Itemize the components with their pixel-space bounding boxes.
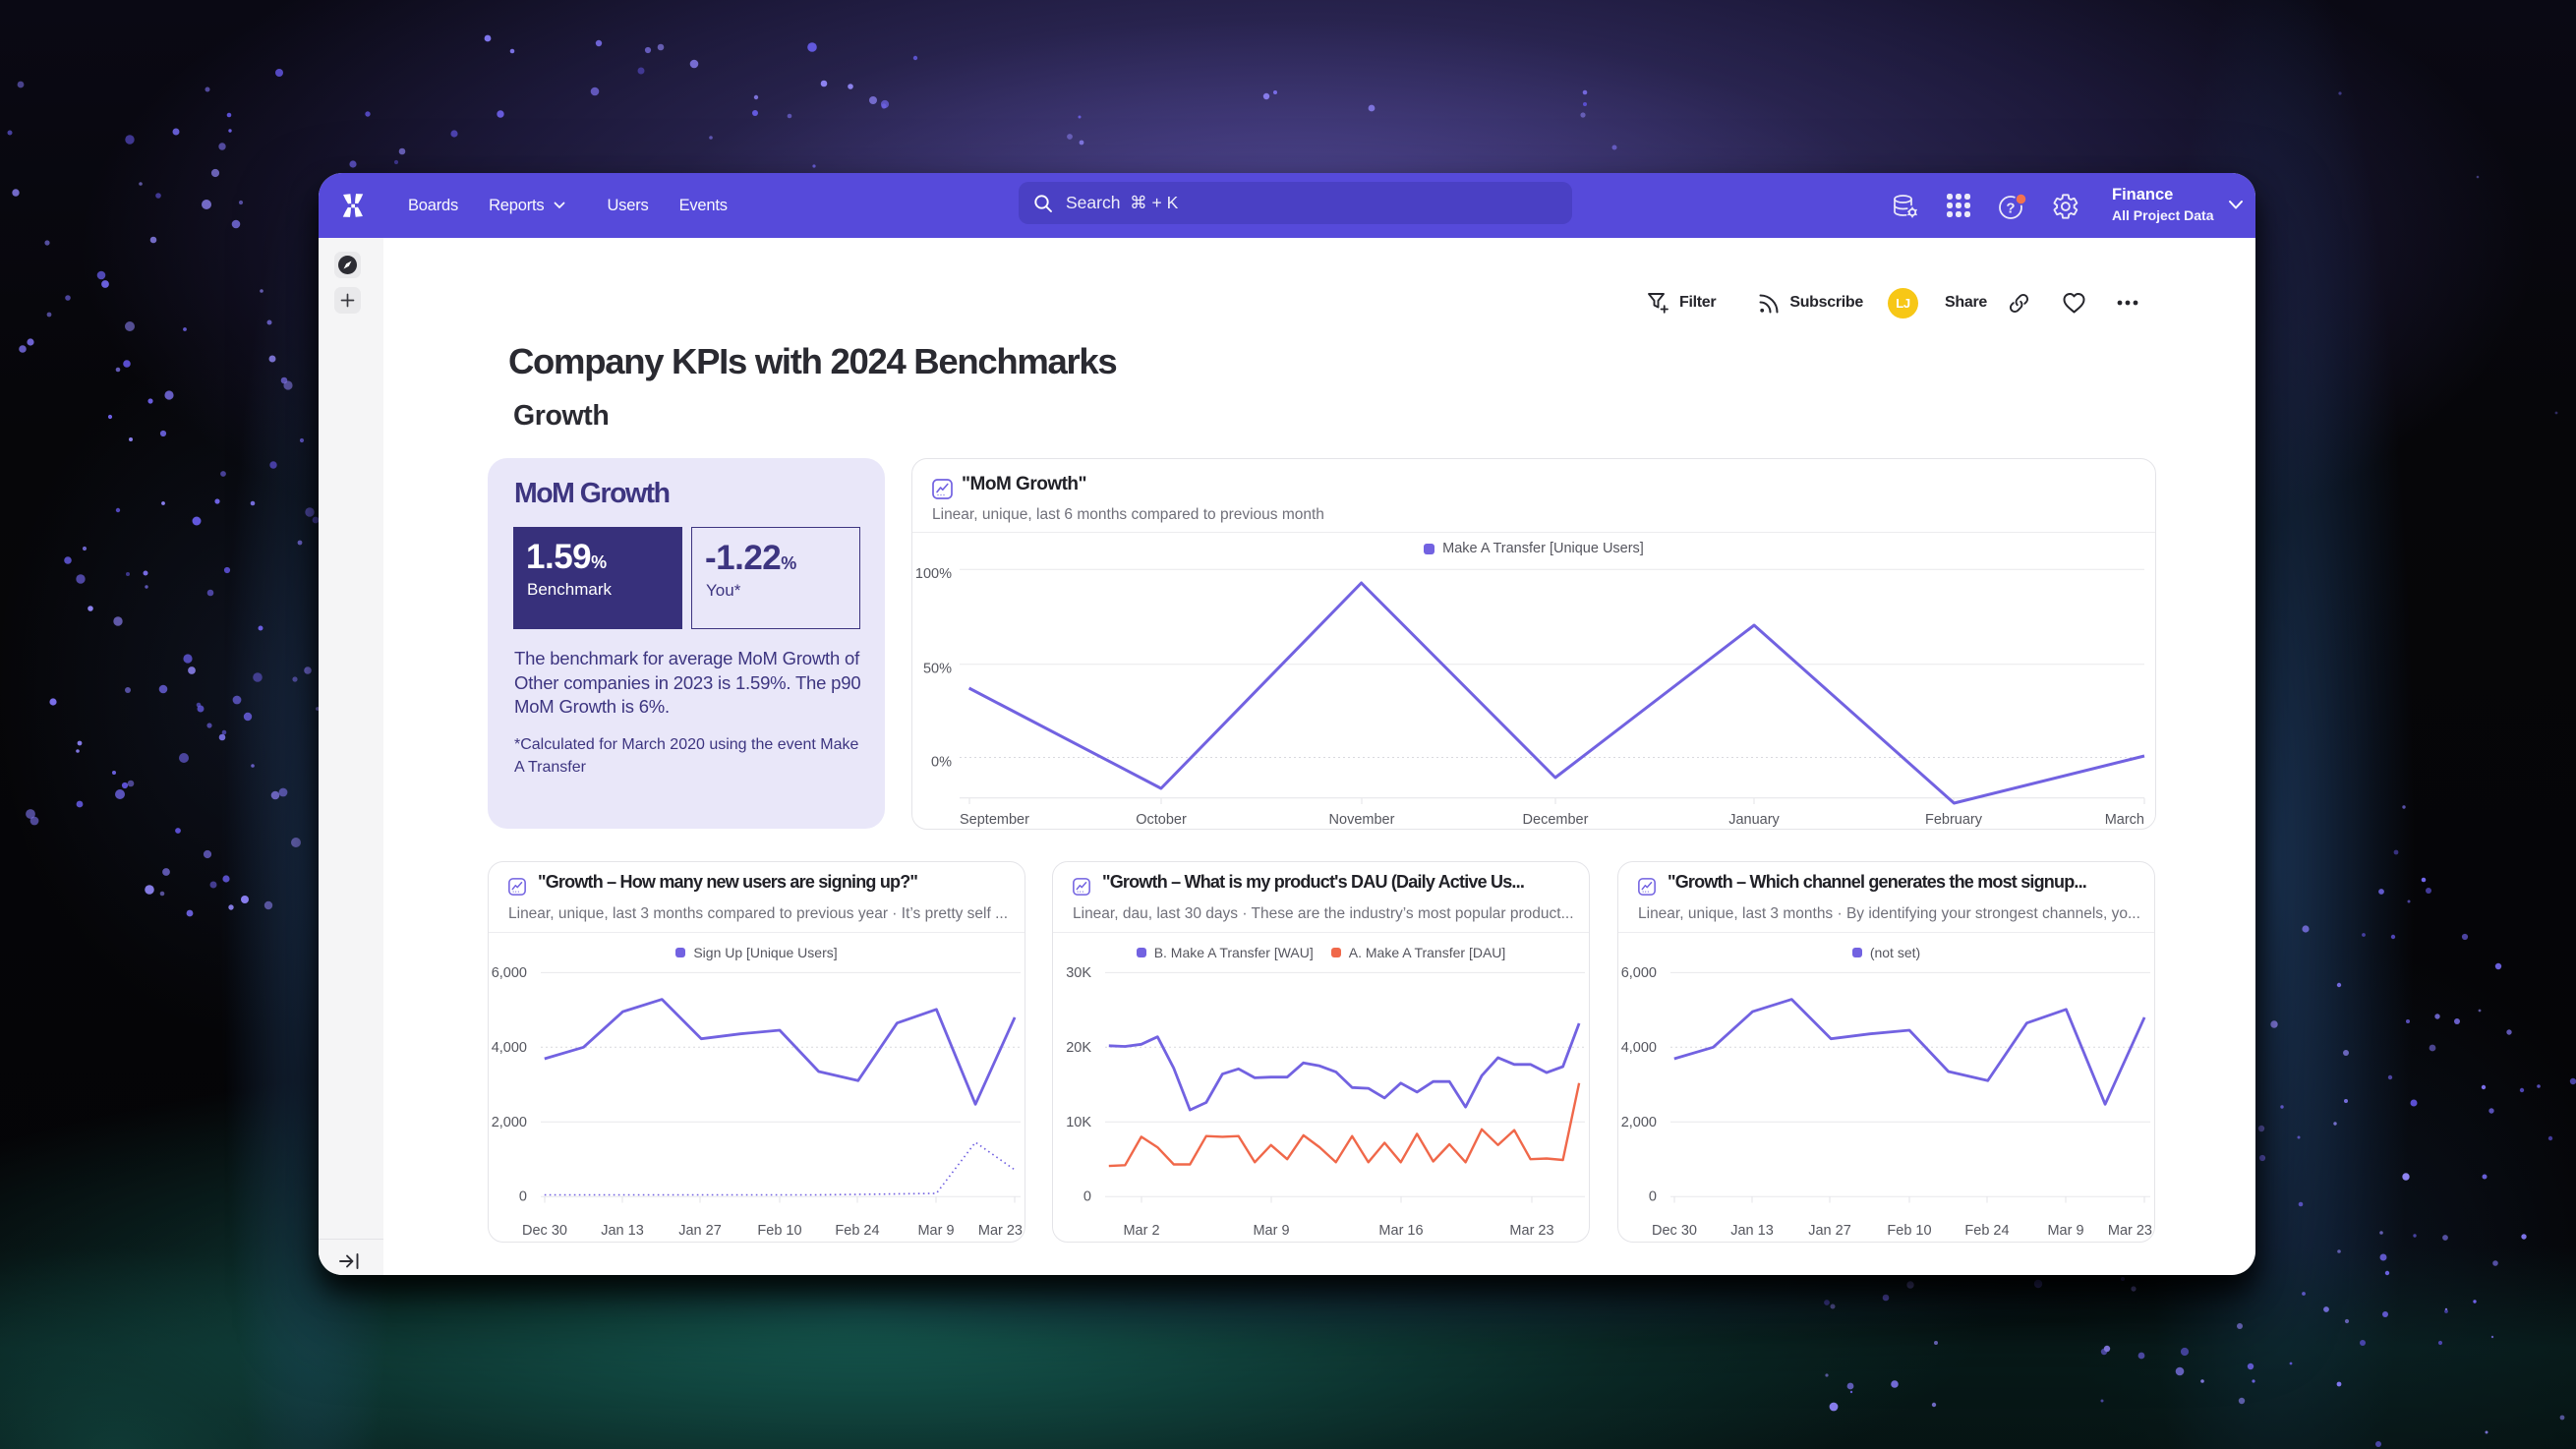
svg-text:0: 0: [1083, 1189, 1091, 1205]
svg-text:November: November: [1329, 812, 1395, 828]
svg-text:Feb 24: Feb 24: [835, 1223, 879, 1239]
svg-text:Feb 10: Feb 10: [757, 1223, 801, 1239]
svg-text:6,000: 6,000: [492, 965, 527, 981]
svg-text:Dec 30: Dec 30: [522, 1223, 567, 1239]
svg-text:20K: 20K: [1066, 1040, 1091, 1056]
svg-text:?: ?: [2006, 201, 2015, 217]
svg-text:Mar 2: Mar 2: [1123, 1223, 1159, 1239]
svg-text:0: 0: [1649, 1189, 1657, 1205]
svg-text:January: January: [1728, 812, 1780, 828]
svg-text:Mar 23: Mar 23: [2108, 1223, 2152, 1239]
svg-text:February: February: [1925, 812, 1983, 828]
svg-text:0%: 0%: [931, 755, 952, 771]
svg-text:6,000: 6,000: [1621, 965, 1657, 981]
svg-text:Mar 23: Mar 23: [978, 1223, 1023, 1239]
svg-text:0: 0: [519, 1189, 527, 1205]
svg-text:Mar 23: Mar 23: [1509, 1223, 1553, 1239]
svg-text:Mar 9: Mar 9: [917, 1223, 954, 1239]
svg-text:Feb 10: Feb 10: [1887, 1223, 1931, 1239]
svg-text:Jan 27: Jan 27: [1808, 1223, 1851, 1239]
svg-text:30K: 30K: [1066, 965, 1091, 981]
svg-text:4,000: 4,000: [1621, 1040, 1657, 1056]
svg-text:Jan 13: Jan 13: [1730, 1223, 1774, 1239]
svg-text:October: October: [1136, 812, 1187, 828]
svg-text:September: September: [960, 812, 1029, 828]
svg-text:2,000: 2,000: [492, 1115, 527, 1130]
svg-text:Jan 27: Jan 27: [678, 1223, 722, 1239]
svg-text:Mar 9: Mar 9: [1253, 1223, 1289, 1239]
svg-text:4,000: 4,000: [492, 1040, 527, 1056]
svg-text:Mar 9: Mar 9: [2047, 1223, 2083, 1239]
svg-text:December: December: [1523, 812, 1589, 828]
svg-text:100%: 100%: [915, 566, 952, 582]
svg-text:Mar 16: Mar 16: [1378, 1223, 1423, 1239]
svg-text:10K: 10K: [1066, 1115, 1091, 1130]
svg-text:March: March: [2105, 812, 2144, 828]
svg-text:Dec 30: Dec 30: [1652, 1223, 1697, 1239]
svg-text:Feb 24: Feb 24: [1964, 1223, 2009, 1239]
svg-text:2,000: 2,000: [1621, 1115, 1657, 1130]
svg-text:50%: 50%: [923, 662, 952, 677]
svg-text:Jan 13: Jan 13: [601, 1223, 644, 1239]
